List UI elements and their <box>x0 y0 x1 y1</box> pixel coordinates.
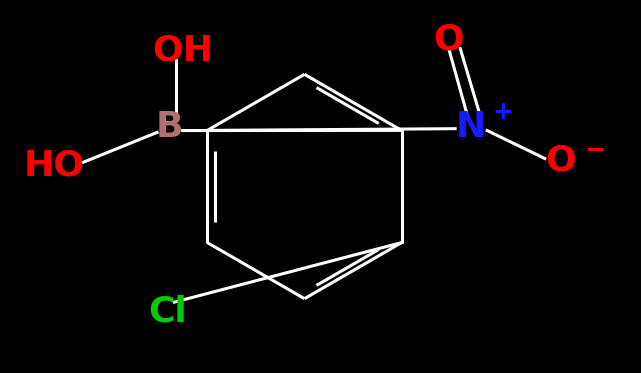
Text: O: O <box>545 143 576 178</box>
Text: B: B <box>156 110 183 144</box>
Text: +: + <box>493 100 513 124</box>
Text: −: − <box>585 137 605 161</box>
Text: HO: HO <box>24 149 85 183</box>
Text: Cl: Cl <box>149 294 187 329</box>
Text: OH: OH <box>152 33 213 68</box>
Text: N: N <box>456 110 487 144</box>
Text: O: O <box>433 22 464 56</box>
